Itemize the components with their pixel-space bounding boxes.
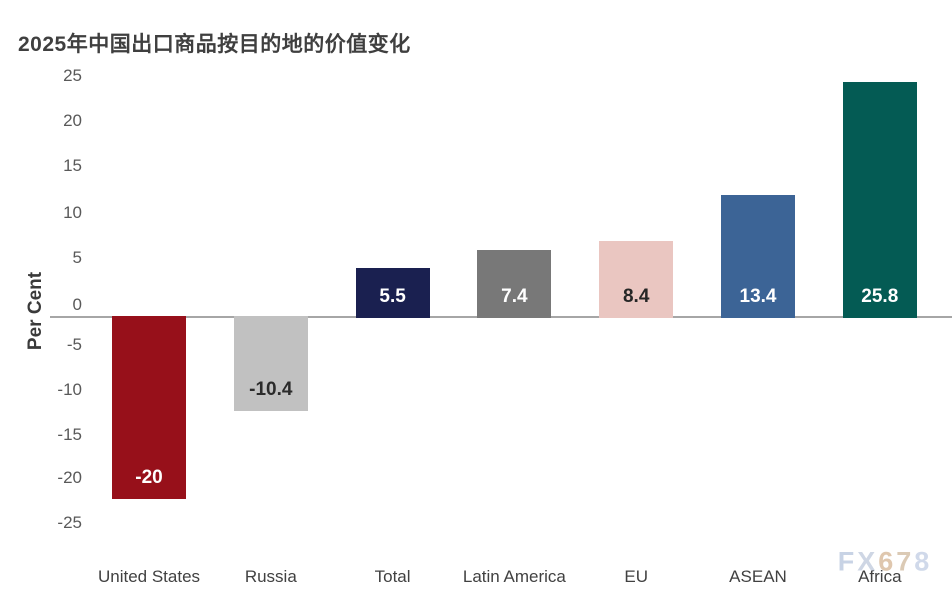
x-tick-label: Total <box>374 567 411 586</box>
bar-total <box>355 268 430 318</box>
chart-title: 2025年中国出口商品按目的地的价值变化 <box>18 33 411 56</box>
bar-eu <box>599 241 674 318</box>
y-tick-label: 25 <box>63 66 82 85</box>
bar-value-label: 8.4 <box>622 286 650 307</box>
x-tick-label: Russia <box>244 567 297 586</box>
y-tick-label: -10 <box>57 380 82 399</box>
y-tick-label: -25 <box>57 513 82 532</box>
bar-latin-america <box>477 250 552 318</box>
bar-value-label: -10.4 <box>249 379 293 400</box>
bar-asean <box>721 195 795 318</box>
y-tick-label: -5 <box>66 335 82 354</box>
y-tick-label: -20 <box>57 468 82 487</box>
y-tick-label: -15 <box>57 425 82 444</box>
y-tick-label: 15 <box>63 156 82 175</box>
x-tick-label: ASEAN <box>729 567 787 586</box>
x-tick-label: United States <box>97 567 201 586</box>
bar-united-states <box>112 316 186 499</box>
bar-value-label: 13.4 <box>739 286 777 307</box>
y-tick-label: 0 <box>72 295 82 314</box>
y-tick-label: 20 <box>63 111 82 130</box>
y-tick-label: 5 <box>72 248 82 267</box>
bar-value-label: -20 <box>135 467 163 488</box>
bar-russia <box>233 316 308 411</box>
bar-value-label: 7.4 <box>501 286 528 307</box>
x-tick-label: EU <box>624 567 648 586</box>
x-tick-label: Latin America <box>462 567 566 586</box>
bar-value-label: 5.5 <box>379 286 406 307</box>
bar-africa <box>842 82 917 318</box>
bar-value-label: 25.8 <box>861 286 899 307</box>
x-tick-label: Africa <box>858 567 902 586</box>
y-tick-label: 10 <box>63 203 82 222</box>
